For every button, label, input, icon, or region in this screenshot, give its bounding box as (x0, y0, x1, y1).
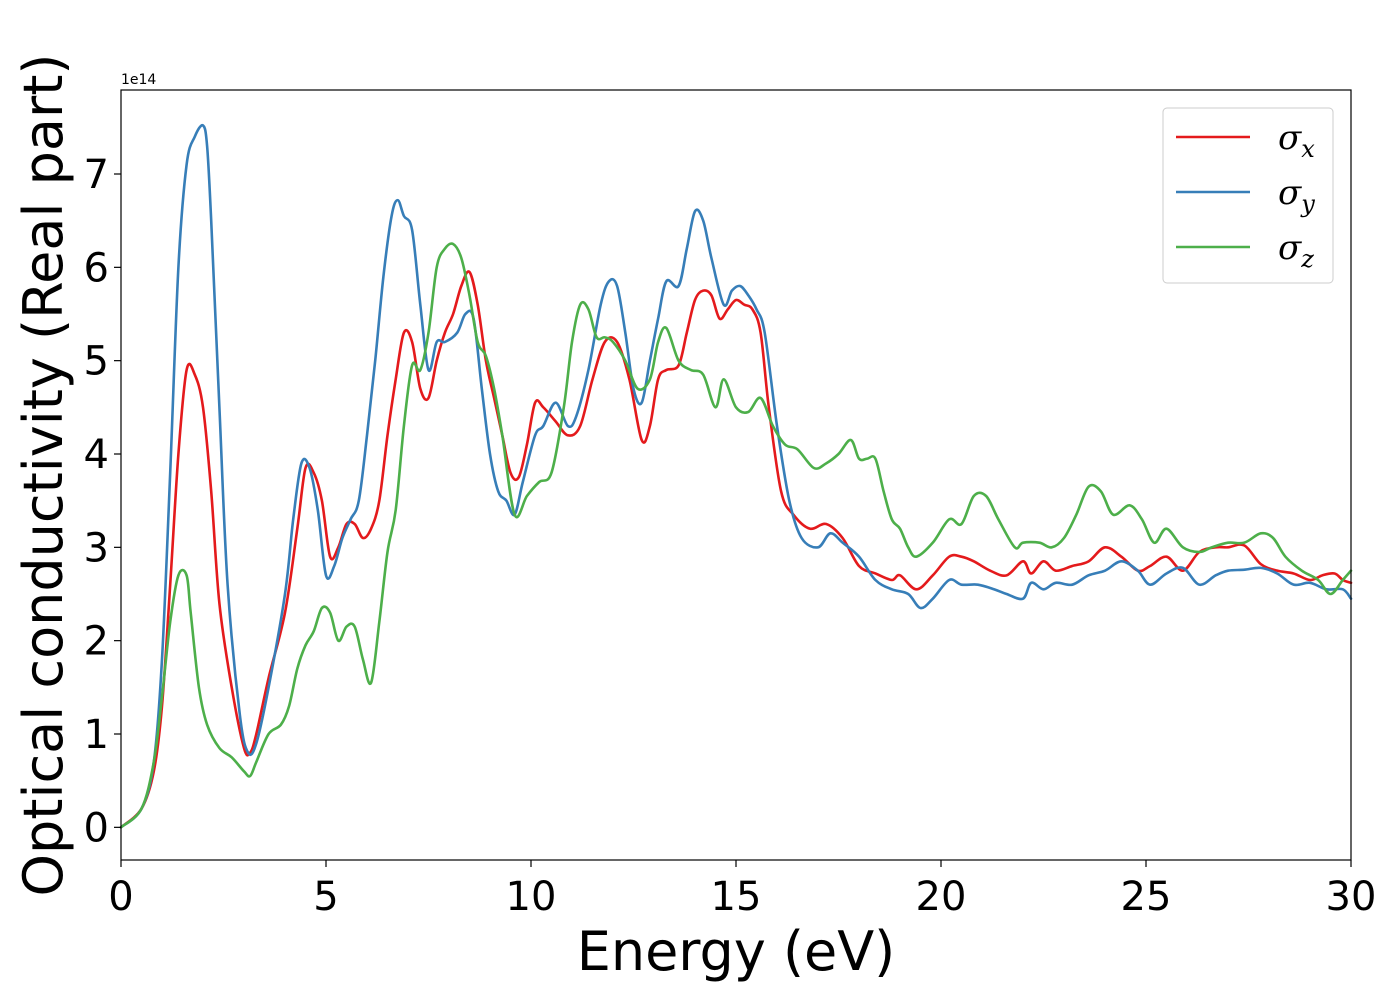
x-tick-label: 30 (1326, 874, 1377, 920)
x-tick-label: 20 (916, 874, 967, 920)
x-axis-ticks: 0 5 10 15 20 25 30 (108, 860, 1376, 920)
x-tick-label: 0 (108, 874, 133, 920)
x-tick-label: 15 (711, 874, 762, 920)
y-tick-label: 3 (84, 525, 109, 571)
y-tick-label: 2 (84, 619, 109, 665)
x-axis-title: Energy (eV) (577, 920, 896, 983)
y-tick-label: 1 (84, 712, 109, 758)
series-line-y (119, 123, 1353, 829)
series-line-z (119, 242, 1353, 829)
plot-lines (119, 123, 1353, 829)
y-tick-label: 7 (84, 152, 109, 198)
y-tick-label: 0 (84, 805, 109, 851)
x-tick-label: 5 (313, 874, 338, 920)
y-tick-label: 5 (84, 339, 109, 385)
legend-frame (1162, 107, 1334, 284)
series-line-x (119, 270, 1353, 829)
y-axis-ticks: 0 1 2 3 4 5 6 7 (84, 152, 121, 851)
y-axis-title: Optical conductivity (Real part) (12, 54, 75, 897)
x-tick-label: 25 (1121, 874, 1172, 920)
y-tick-label: 4 (84, 432, 109, 478)
x-tick-label: 10 (506, 874, 557, 920)
y-offset-label: 1e14 (121, 72, 156, 88)
y-tick-label: 6 (84, 245, 109, 291)
